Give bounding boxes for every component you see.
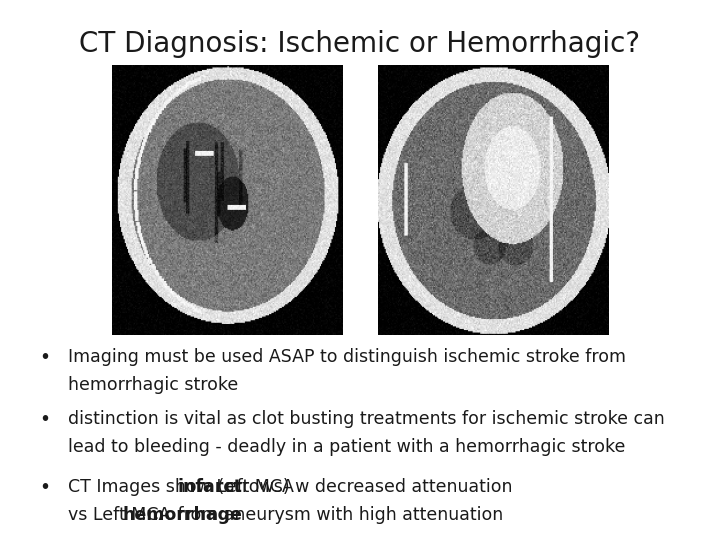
- Text: •: •: [40, 478, 50, 497]
- Text: lead to bleeding - deadly in a patient with a hemorrhagic stroke: lead to bleeding - deadly in a patient w…: [68, 438, 626, 456]
- Text: from aneurysm with high attenuation: from aneurysm with high attenuation: [172, 506, 503, 524]
- Text: •: •: [40, 410, 50, 429]
- Text: CT Diagnosis: Ischemic or Hemorrhagic?: CT Diagnosis: Ischemic or Hemorrhagic?: [79, 30, 641, 58]
- Text: hemorrhagic stroke: hemorrhagic stroke: [68, 376, 238, 394]
- Text: vs Left MCA: vs Left MCA: [68, 506, 176, 524]
- Text: CT Images show Left MCA: CT Images show Left MCA: [68, 478, 300, 496]
- Text: •: •: [40, 348, 50, 367]
- Text: distinction is vital as clot busting treatments for ischemic stroke can: distinction is vital as clot busting tre…: [68, 410, 665, 428]
- Text: (arrows) w decreased attenuation: (arrows) w decreased attenuation: [212, 478, 512, 496]
- Text: infarct: infarct: [177, 478, 242, 496]
- Text: Imaging must be used ASAP to distinguish ischemic stroke from: Imaging must be used ASAP to distinguish…: [68, 348, 626, 366]
- Text: hemorrhage: hemorrhage: [123, 506, 243, 524]
